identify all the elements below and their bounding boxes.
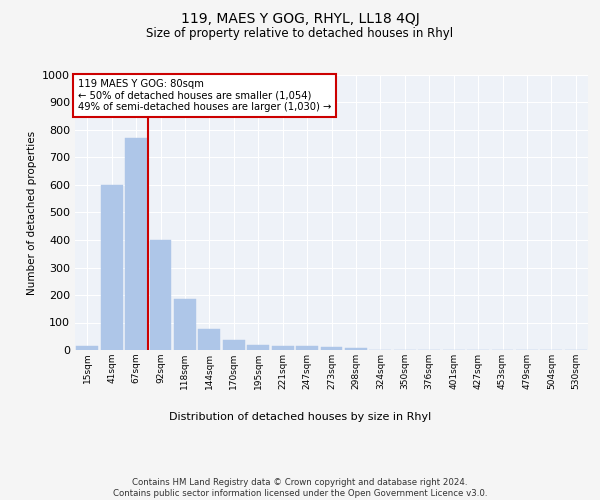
Text: Contains HM Land Registry data © Crown copyright and database right 2024.
Contai: Contains HM Land Registry data © Crown c… [113,478,487,498]
Bar [76,346,98,350]
Text: Distribution of detached houses by size in Rhyl: Distribution of detached houses by size … [169,412,431,422]
Bar [345,348,367,350]
Bar [199,328,220,350]
Text: 119, MAES Y GOG, RHYL, LL18 4QJ: 119, MAES Y GOG, RHYL, LL18 4QJ [181,12,419,26]
Bar [174,299,196,350]
Text: Size of property relative to detached houses in Rhyl: Size of property relative to detached ho… [146,28,454,40]
Y-axis label: Number of detached properties: Number of detached properties [26,130,37,294]
Bar [149,240,172,350]
Bar [320,347,343,350]
Bar [272,346,293,350]
Bar [223,340,245,350]
Bar [101,184,122,350]
Text: 119 MAES Y GOG: 80sqm
← 50% of detached houses are smaller (1,054)
49% of semi-d: 119 MAES Y GOG: 80sqm ← 50% of detached … [77,79,331,112]
Bar [296,346,318,350]
Bar [125,138,147,350]
Bar [247,345,269,350]
